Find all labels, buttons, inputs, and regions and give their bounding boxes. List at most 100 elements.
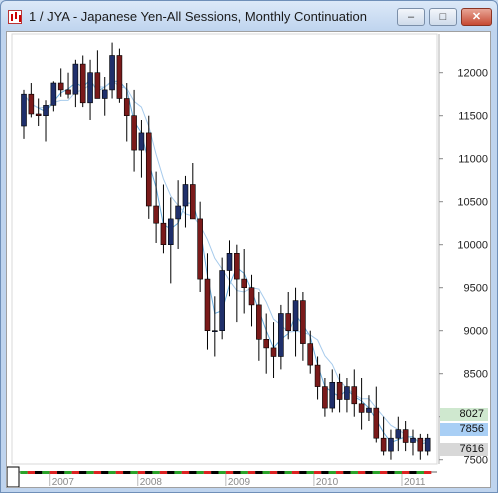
window-title: 1 / JYA - Japanese Yen-All Sessions, Mon… — [29, 9, 367, 24]
session-marker — [262, 471, 270, 474]
chart-area[interactable]: 1200011500110001050010000950090008500800… — [6, 31, 491, 488]
session-marker — [152, 471, 160, 474]
title-bar[interactable]: 1 / JYA - Japanese Yen-All Sessions, Mon… — [1, 1, 497, 31]
session-marker — [277, 471, 285, 474]
session-marker — [255, 471, 263, 474]
candle-body — [417, 437, 424, 452]
x-tick-label: 2011 — [404, 477, 426, 487]
session-marker — [145, 471, 153, 474]
session-marker — [27, 471, 36, 474]
session-marker — [416, 471, 424, 474]
session-marker — [196, 471, 204, 474]
candle-body — [87, 72, 93, 104]
x-tick-label: 2010 — [316, 477, 339, 487]
candle-body — [131, 115, 137, 151]
candle-body — [190, 184, 196, 220]
candle-body — [300, 300, 306, 344]
session-marker — [181, 471, 190, 474]
session-marker — [225, 471, 234, 474]
candle-body — [43, 105, 49, 116]
session-marker — [394, 471, 402, 474]
session-marker — [130, 471, 138, 474]
session-marker — [79, 471, 87, 474]
candle-body — [57, 82, 64, 91]
candle-body — [101, 89, 108, 99]
session-marker — [313, 471, 322, 474]
price-chart[interactable]: 1200011500110001050010000950090008500800… — [7, 32, 490, 487]
session-marker — [115, 471, 124, 474]
x-tick-label: 2009 — [228, 477, 251, 487]
session-marker — [137, 471, 146, 474]
y-tick-label: 7500 — [464, 455, 488, 467]
x-tick-label: 2007 — [52, 477, 75, 487]
maximize-button[interactable]: □ — [429, 8, 457, 26]
session-marker — [64, 471, 72, 474]
session-marker — [35, 471, 43, 474]
session-marker — [350, 471, 358, 474]
candle-body — [212, 330, 218, 333]
candle-body — [219, 270, 225, 332]
session-marker — [269, 471, 278, 474]
session-marker — [365, 471, 373, 474]
candle-body — [256, 304, 262, 340]
candle-body — [314, 364, 321, 387]
candle-body — [72, 63, 79, 95]
session-marker — [211, 471, 219, 474]
session-marker — [379, 471, 388, 474]
candle-body — [388, 437, 394, 452]
candle-body — [285, 313, 292, 332]
candle-body — [167, 218, 174, 245]
candle-body — [65, 89, 71, 95]
price-tag: 7856 — [440, 422, 488, 436]
session-marker — [189, 471, 197, 474]
session-marker — [159, 471, 168, 474]
session-marker — [299, 471, 307, 474]
session-marker — [423, 471, 432, 474]
candle-body — [270, 347, 277, 357]
candle-body — [175, 205, 181, 220]
candle-body — [35, 113, 42, 117]
candle-body — [197, 218, 203, 280]
candle-body — [263, 338, 269, 349]
minimize-button[interactable]: ‒ — [397, 8, 425, 26]
session-marker — [203, 471, 212, 474]
session-marker — [328, 471, 336, 474]
candle-body — [241, 278, 247, 289]
chart-app-icon — [8, 10, 22, 24]
price-tag: 7616 — [440, 443, 488, 457]
close-button[interactable]: ✕ — [461, 8, 492, 26]
candle-body — [395, 429, 402, 439]
candle-body — [322, 386, 328, 409]
session-marker — [71, 471, 80, 474]
candle-body — [344, 386, 350, 400]
session-marker — [108, 471, 116, 474]
y-tick-label: 10000 — [457, 240, 488, 252]
candle-body — [145, 132, 152, 207]
y-tick-label: 12000 — [457, 68, 488, 80]
candle-body — [234, 253, 240, 280]
candle-body — [182, 184, 189, 207]
candle-body — [94, 72, 101, 99]
candle-body — [380, 437, 387, 452]
session-marker — [86, 471, 94, 474]
y-tick-label: 11000 — [458, 154, 488, 166]
candle-body — [153, 205, 159, 224]
session-marker — [93, 471, 102, 474]
session-marker — [233, 471, 241, 474]
candle-body — [204, 278, 211, 332]
candle-body — [160, 222, 167, 245]
candle-body — [123, 98, 130, 117]
x-tick-label: 2008 — [140, 477, 163, 487]
session-marker — [409, 471, 417, 474]
session-marker — [49, 471, 58, 474]
candle-body — [410, 437, 416, 443]
candle-body — [226, 253, 233, 271]
session-marker — [42, 471, 50, 474]
session-marker — [357, 471, 366, 474]
session-marker — [20, 471, 28, 474]
candle-body — [21, 93, 27, 127]
time-axis-box — [7, 466, 20, 487]
session-marker — [101, 471, 109, 474]
candle-body — [329, 381, 336, 409]
